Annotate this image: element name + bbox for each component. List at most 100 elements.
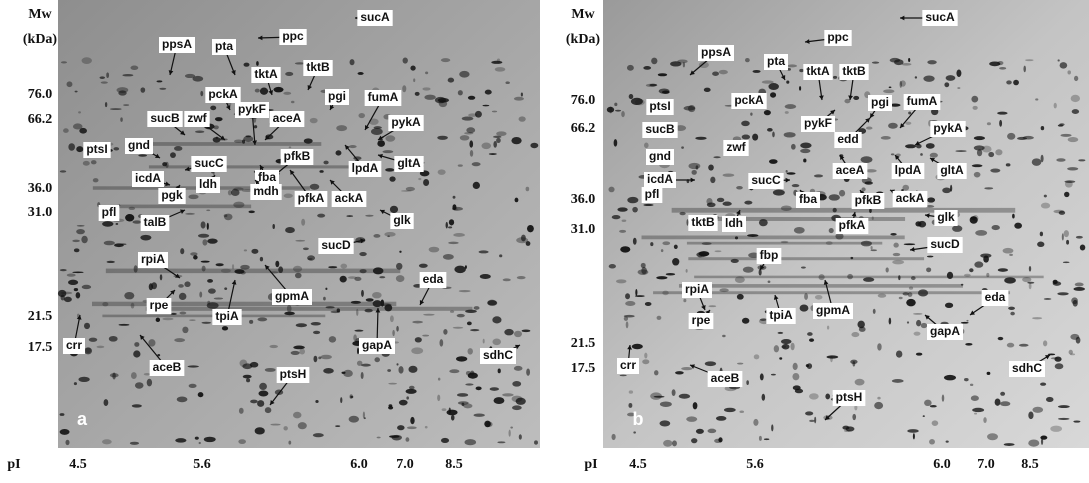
spot (895, 153, 901, 157)
spot (686, 416, 698, 422)
protein-label: pfkA (835, 211, 869, 234)
spot (920, 153, 923, 156)
spot (512, 405, 522, 411)
spot (182, 326, 189, 334)
spot (518, 116, 526, 122)
label-box (934, 210, 958, 226)
spot (706, 198, 713, 205)
spot (753, 354, 760, 360)
label-box (641, 187, 663, 203)
spot (679, 211, 686, 216)
spot (230, 188, 240, 197)
spot (613, 139, 618, 147)
arrow-head (785, 177, 790, 183)
protein-name: pfl (102, 205, 117, 219)
protein-name: pckA (208, 87, 238, 101)
streak (105, 268, 401, 274)
spot (469, 140, 474, 148)
spot (309, 183, 320, 190)
spot (402, 57, 408, 64)
spot (633, 431, 636, 434)
spot (672, 440, 677, 447)
mw-tick-label: 17.5 (571, 361, 596, 376)
protein-label: ppc (804, 30, 852, 46)
spot (452, 195, 456, 199)
spot (945, 75, 956, 81)
spot (777, 331, 784, 334)
spot (973, 136, 986, 141)
spot (350, 300, 361, 304)
spot (180, 248, 185, 255)
protein-name: tktA (254, 67, 278, 81)
spot (482, 104, 490, 107)
spot (780, 205, 792, 211)
panel-letter: a (77, 409, 88, 429)
pi-tick-label: 8.5 (445, 457, 463, 472)
spot (132, 220, 142, 224)
spot (854, 378, 865, 386)
spot (902, 292, 909, 296)
spot (323, 296, 326, 301)
protein-label: icdA (131, 171, 171, 187)
spot (452, 326, 464, 329)
label-box (824, 30, 852, 46)
spot (293, 265, 303, 273)
spot (510, 426, 513, 429)
spot (360, 363, 371, 367)
spot (295, 323, 308, 328)
mw-tick-label: 21.5 (571, 336, 596, 351)
label-box (922, 10, 958, 26)
label-box (318, 238, 354, 254)
spot (418, 263, 428, 268)
label-box (698, 45, 734, 61)
label-box (643, 172, 677, 188)
spot (170, 312, 177, 315)
spot (401, 190, 412, 192)
spot (354, 276, 362, 282)
spot (170, 152, 176, 158)
spot (471, 162, 481, 167)
spot (772, 189, 785, 196)
spot (1035, 98, 1039, 101)
spot (692, 402, 698, 410)
spot (1043, 194, 1047, 198)
spot (640, 262, 646, 269)
spot (1010, 311, 1015, 316)
protein-label: tktA (251, 67, 281, 96)
spot (303, 138, 313, 144)
pi-title: pI (584, 457, 597, 472)
arrow-head (865, 118, 870, 123)
spot (63, 128, 69, 133)
spot (124, 291, 135, 300)
spot (364, 308, 373, 313)
spot (159, 274, 163, 281)
spot (406, 396, 409, 400)
spot (437, 169, 446, 175)
spot (792, 372, 800, 381)
spot (102, 221, 114, 227)
label-box (813, 303, 853, 319)
spot (1005, 163, 1011, 167)
spot (779, 357, 783, 360)
spot (628, 390, 634, 394)
protein-name: sucD (321, 238, 351, 252)
spot (920, 322, 928, 329)
spot (278, 266, 284, 274)
spot (929, 405, 937, 408)
protein-name: lpdA (895, 163, 922, 177)
spot (81, 235, 88, 244)
spot (243, 62, 250, 67)
spot (402, 85, 407, 93)
label-box (131, 171, 165, 187)
spot (1071, 109, 1080, 115)
spot (683, 298, 687, 303)
spot (745, 57, 750, 63)
spot (804, 292, 808, 300)
arrow-head (910, 247, 915, 252)
protein-name: aceA (273, 111, 302, 125)
protein-label: sucB (642, 122, 678, 138)
protein-label: pgk (158, 184, 186, 204)
protein-name: pykA (391, 115, 421, 129)
spot (193, 255, 198, 260)
spot (783, 132, 796, 138)
